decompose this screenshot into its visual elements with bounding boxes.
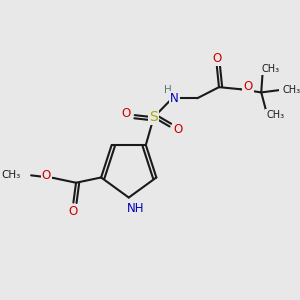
Text: CH₃: CH₃ <box>1 170 21 180</box>
Text: CH₃: CH₃ <box>261 64 280 74</box>
Text: CH₃: CH₃ <box>283 85 300 95</box>
Text: H: H <box>164 85 171 95</box>
Text: O: O <box>69 205 78 218</box>
Text: S: S <box>149 110 158 124</box>
Text: N: N <box>170 92 179 105</box>
Text: O: O <box>173 123 183 136</box>
Text: CH₃: CH₃ <box>266 110 284 120</box>
Text: O: O <box>122 107 131 120</box>
Text: O: O <box>212 52 221 64</box>
Text: O: O <box>42 169 51 182</box>
Text: O: O <box>243 80 253 93</box>
Text: NH: NH <box>127 202 144 215</box>
